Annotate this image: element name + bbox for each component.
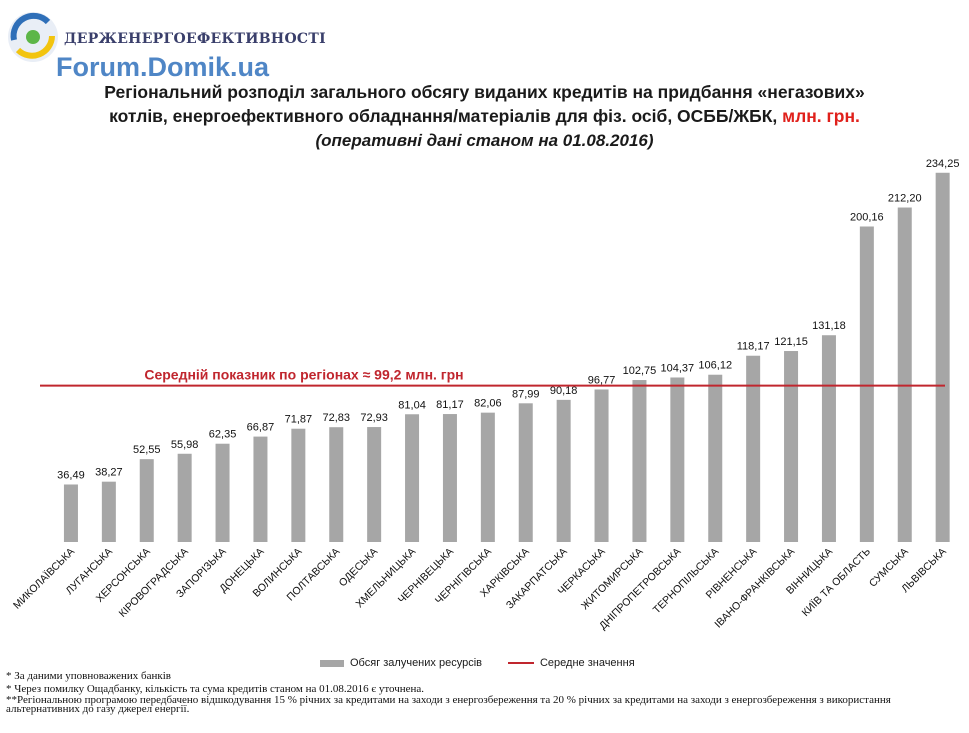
chart-subtitle: (оперативні дані станом на 01.08.2016) xyxy=(315,131,654,150)
data-label: 131,18 xyxy=(812,320,846,332)
category-label: ТЕРНОПІЛЬСЬКА xyxy=(651,546,722,617)
bar xyxy=(367,427,382,542)
average-label: Середній показник по регіонах ≈ 99,2 млн… xyxy=(144,367,463,383)
data-label: 81,17 xyxy=(436,399,464,411)
title-unit: млн. грн. xyxy=(782,106,860,126)
category-label: КИЇВ ТА ОБЛАСТЬ xyxy=(800,546,873,619)
data-label: 52,55 xyxy=(133,444,161,456)
data-label: 66,87 xyxy=(247,422,275,434)
footnote-3: **Регіональною програмою передбачено від… xyxy=(6,694,891,715)
legend-item-bars: Обсяг залучених ресурсів xyxy=(320,657,482,669)
data-label: 62,35 xyxy=(209,429,237,441)
bar xyxy=(405,414,420,542)
bar xyxy=(746,355,761,542)
footnote-1: * За даними уповноважених банків xyxy=(6,670,171,682)
category-label: КІРОВОГРАДСЬКА xyxy=(117,546,191,620)
data-label: 121,15 xyxy=(774,336,808,348)
data-label: 81,04 xyxy=(398,399,426,411)
bar xyxy=(329,427,344,542)
data-label: 82,06 xyxy=(474,398,502,410)
bar-chart: 36,49МИКОЛАЇВСЬКА38,27ЛУГАНСЬКА52,55ХЕРС… xyxy=(11,158,960,632)
data-label: 212,20 xyxy=(888,193,922,205)
data-label: 106,12 xyxy=(698,360,732,372)
bar xyxy=(821,335,836,542)
bar xyxy=(518,403,533,542)
data-label: 118,17 xyxy=(737,341,770,353)
bar xyxy=(897,207,912,542)
logo-icon xyxy=(8,12,58,62)
chart-title: Регіональний розподіл загального обсягу … xyxy=(0,80,969,151)
data-label: 234,25 xyxy=(926,158,960,170)
data-label: 104,37 xyxy=(661,362,695,374)
legend-label-bars: Обсяг залучених ресурсів xyxy=(350,657,482,669)
bar xyxy=(859,226,874,542)
bar xyxy=(480,412,495,542)
title-line-1: Регіональний розподіл загального обсягу … xyxy=(104,82,865,102)
bar xyxy=(253,436,268,542)
data-label: 90,18 xyxy=(550,385,578,397)
data-label: 96,77 xyxy=(588,374,616,386)
bar xyxy=(291,428,306,542)
bar xyxy=(784,351,799,542)
bar xyxy=(632,380,647,542)
org-name: ДЕРЖЕНЕРГОЕФЕКТИВНОСТІ xyxy=(64,31,326,47)
bar xyxy=(139,459,154,542)
data-label: 38,27 xyxy=(95,467,123,479)
data-label: 87,99 xyxy=(512,388,540,400)
bar xyxy=(101,481,116,542)
bar xyxy=(63,484,78,542)
data-label: 55,98 xyxy=(171,439,199,451)
bar xyxy=(556,399,571,542)
legend-swatch-bar xyxy=(320,659,344,667)
legend-item-average: Середне значення xyxy=(507,657,635,669)
bar xyxy=(177,453,192,542)
data-label: 102,75 xyxy=(623,365,657,377)
legend-label-average: Середне значення xyxy=(539,657,635,669)
bar xyxy=(594,389,609,542)
bar xyxy=(935,172,950,542)
bar xyxy=(708,374,723,542)
chart-legend: Обсяг залучених ресурсів Середне значенн… xyxy=(320,657,661,669)
title-line-2: котлів, енергоефективного обладнання/мат… xyxy=(0,104,969,128)
footnote-2: * Через помилку Ощадбанку, кількість та … xyxy=(6,683,425,695)
data-label: 36,49 xyxy=(57,469,85,481)
bar xyxy=(215,443,230,542)
bar xyxy=(442,414,457,542)
data-label: 72,93 xyxy=(360,412,388,424)
watermark-text: Forum.Domik.ua xyxy=(56,52,270,82)
category-label: МИКОЛАЇВСЬКА xyxy=(11,546,77,612)
title-line-2-main: котлів, енергоефективного обладнання/мат… xyxy=(109,106,778,126)
legend-swatch-line xyxy=(507,662,534,664)
footnotes: * За даними уповноважених банків * Через… xyxy=(6,670,961,715)
data-label: 72,83 xyxy=(322,412,350,424)
bar xyxy=(670,377,685,542)
data-label: 200,16 xyxy=(850,211,884,223)
data-label: 71,87 xyxy=(285,414,313,426)
